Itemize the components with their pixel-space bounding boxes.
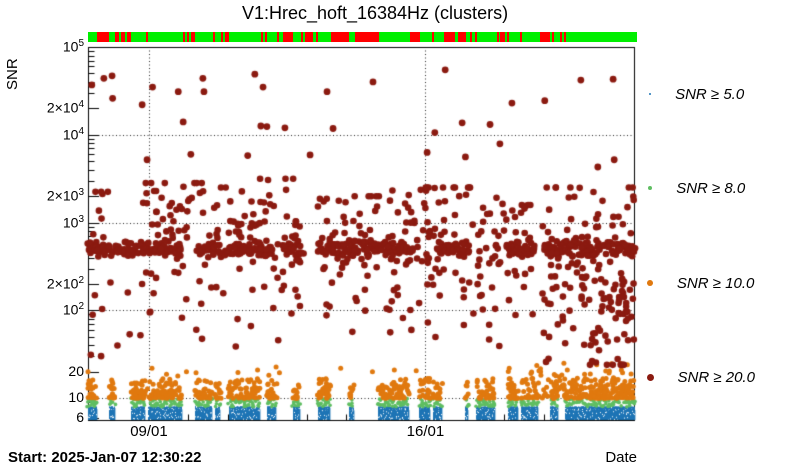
y-tick-label: 103 (62, 213, 84, 231)
status-segment-red (444, 32, 455, 42)
y-tick-label: 20 (68, 362, 84, 379)
y-axis-title: SNR (4, 58, 21, 90)
status-segment-red (458, 32, 466, 42)
legend-item-snr8: SNR ≥ 8.0 (644, 178, 745, 198)
status-segment-red (432, 32, 434, 42)
snr10-marker-icon (647, 280, 653, 286)
legend-item-snr5: SNR ≥ 5.0 (644, 84, 744, 104)
status-segment-red (127, 32, 131, 42)
status-segment-red (560, 32, 562, 42)
snr8-marker-icon (647, 185, 653, 191)
status-segment-red (331, 32, 349, 42)
y-tick-label: 104 (62, 125, 84, 143)
snr5-marker-icon (648, 92, 652, 96)
x-tick-label: 09/01 (130, 423, 168, 440)
status-segment-red (470, 32, 472, 42)
science-mode-status-bar (88, 32, 637, 42)
status-segment-red (183, 32, 185, 42)
y-tick-label: 2×102 (46, 274, 84, 292)
status-segment-red (221, 32, 223, 42)
status-segment-red (277, 32, 279, 42)
legend-label-snr8: SNR ≥ 8.0 (676, 179, 746, 197)
status-segment-red (520, 32, 522, 42)
snr20-marker-icon (646, 373, 654, 381)
status-segment-red (540, 32, 550, 42)
status-segment-red (115, 32, 119, 42)
start-time-label: Start: 2025-Jan-07 12:30:22 (8, 449, 202, 466)
y-tick-label: 10 (68, 389, 84, 406)
status-segment-red (355, 32, 379, 42)
status-segment-red (301, 32, 303, 42)
status-segment-red (121, 32, 125, 42)
y-tick-label: 2×103 (46, 187, 84, 204)
plot-title: V1:Hrec_hoft_16384Hz (clusters) (241, 3, 509, 23)
status-segment-red (97, 32, 109, 42)
legend-label-snr10: SNR ≥ 10.0 (676, 274, 755, 292)
x-tick-label: 16/01 (406, 423, 445, 440)
status-segment-red (552, 32, 554, 42)
status-segment-red (187, 32, 189, 42)
y-tick-label: 105 (62, 38, 84, 55)
status-segment-red (261, 32, 263, 42)
status-segment-red (225, 32, 229, 42)
legend-label-snr5: SNR ≥ 5.0 (675, 85, 745, 103)
y-tick-label: 102 (62, 301, 84, 319)
status-segment-red (213, 32, 215, 42)
y-tick-label: 6 (76, 408, 84, 425)
status-segment-red (410, 32, 420, 42)
status-segment-red (497, 32, 499, 42)
legend-label-snr20: SNR ≥ 20.0 (677, 368, 755, 386)
status-segment-red (146, 32, 148, 42)
legend-item-snr10: SNR ≥ 10.0 (644, 273, 754, 293)
status-segment-red (507, 32, 509, 42)
status-segment-red (191, 32, 195, 42)
status-segment-red (500, 32, 505, 42)
x-axis-title: Date (605, 449, 637, 466)
status-segment-red (283, 32, 293, 42)
status-segment-red (305, 32, 313, 42)
status-segment-red (265, 32, 267, 42)
status-segment-red (564, 32, 566, 42)
status-segment-red (475, 32, 477, 42)
y-tick-label: 2×104 (46, 99, 84, 117)
legend-item-snr20: SNR ≥ 20.0 (644, 367, 755, 387)
status-segment-red (316, 32, 318, 42)
